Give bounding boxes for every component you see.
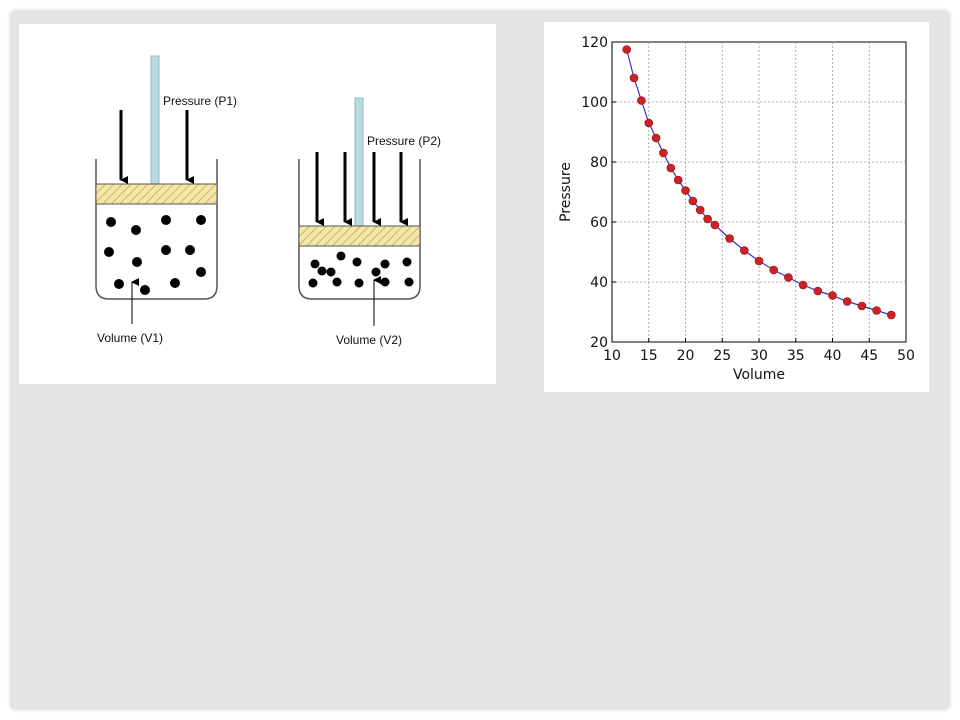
- data-point: [813, 286, 823, 296]
- y-tick-label: 20: [590, 335, 608, 351]
- data-point: [703, 214, 712, 224]
- x-tick-label: 20: [677, 348, 695, 364]
- y-tick-label: 100: [581, 95, 608, 111]
- x-tick-label: 15: [640, 348, 658, 364]
- data-point: [842, 297, 852, 306]
- data-point: [857, 301, 867, 311]
- data-point: [681, 186, 690, 195]
- data-point: [740, 246, 749, 255]
- x-tick-label: 40: [824, 348, 842, 364]
- x-tick-label: 10: [603, 348, 621, 364]
- y-ticks: 20 40 60 80 100 120: [581, 35, 616, 351]
- x-ticks: 10 15 20 25 30 35 40 45 50: [603, 338, 915, 364]
- right-vessel: Pressure (P2) Volume (V2): [298, 97, 441, 347]
- right-volume-label: Volume (V2): [336, 333, 402, 347]
- data-point: [629, 73, 639, 83]
- data-point: [769, 265, 778, 275]
- data-markers: [622, 45, 896, 320]
- right-container-wall: [298, 159, 421, 300]
- data-point: [695, 205, 705, 215]
- x-tick-label: 45: [860, 348, 878, 364]
- right-plunger-rod: [354, 97, 364, 227]
- left-piston: [95, 183, 218, 205]
- data-point: [644, 118, 654, 128]
- data-point: [710, 220, 720, 230]
- data-point: [754, 256, 764, 266]
- y-axis-label: Pressure: [558, 162, 574, 222]
- data-point: [784, 273, 793, 282]
- data-point: [637, 96, 646, 105]
- left-container-wall: [95, 159, 218, 300]
- left-plunger-rod: [150, 55, 160, 185]
- data-point: [673, 175, 683, 185]
- pressure-volume-chart: 10 15 20 25 30 35 40 45 50 20 40 60 80 100 120 Volume…: [544, 22, 929, 392]
- data-point: [725, 234, 734, 243]
- grid-lines: [612, 42, 906, 342]
- x-tick-label: 30: [750, 348, 768, 364]
- diagram-svg: Pressure (P1) Volume (V1): [95, 55, 441, 347]
- chart-svg: 10 15 20 25 30 35 40 45 50 20 40 60 80 100 120 Volume…: [558, 35, 915, 383]
- data-point: [688, 196, 698, 206]
- data-point: [666, 163, 676, 173]
- data-point: [886, 310, 896, 320]
- y-tick-label: 40: [590, 275, 608, 291]
- data-point: [659, 148, 668, 158]
- data-point: [622, 45, 631, 54]
- left-pressure-label: Pressure (P1): [163, 94, 237, 108]
- data-point: [872, 306, 881, 315]
- right-particles: [308, 251, 414, 288]
- data-point: [651, 133, 661, 143]
- right-piston: [298, 225, 421, 247]
- data-point: [798, 280, 808, 290]
- x-axis-label: Volume: [733, 367, 785, 383]
- data-point: [828, 291, 837, 300]
- left-vessel: Pressure (P1) Volume (V1): [95, 55, 237, 345]
- left-particles: [104, 215, 206, 295]
- left-volume-label: Volume (V1): [97, 331, 163, 345]
- x-tick-label: 50: [897, 348, 915, 364]
- y-tick-label: 80: [590, 155, 608, 171]
- y-tick-label: 120: [581, 35, 608, 51]
- right-pressure-label: Pressure (P2): [367, 134, 441, 148]
- x-tick-label: 35: [787, 348, 805, 364]
- y-tick-label: 60: [590, 215, 608, 231]
- boyle-law-diagram: Pressure (P1) Volume (V1): [19, 24, 496, 384]
- x-tick-label: 25: [713, 348, 731, 364]
